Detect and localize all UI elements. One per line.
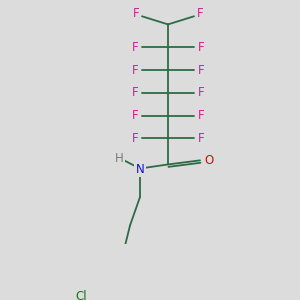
Text: F: F	[198, 109, 204, 122]
Text: Cl: Cl	[76, 290, 87, 300]
Text: F: F	[197, 7, 203, 20]
Text: F: F	[132, 109, 138, 122]
Text: F: F	[132, 41, 138, 54]
Text: F: F	[198, 132, 204, 145]
Text: F: F	[198, 64, 204, 76]
Text: N: N	[136, 163, 144, 176]
Text: H: H	[115, 152, 123, 165]
Text: F: F	[132, 86, 138, 99]
Text: F: F	[133, 7, 139, 20]
Text: O: O	[204, 154, 214, 167]
Text: F: F	[132, 132, 138, 145]
Text: F: F	[132, 64, 138, 76]
Text: F: F	[198, 41, 204, 54]
Text: F: F	[198, 86, 204, 99]
